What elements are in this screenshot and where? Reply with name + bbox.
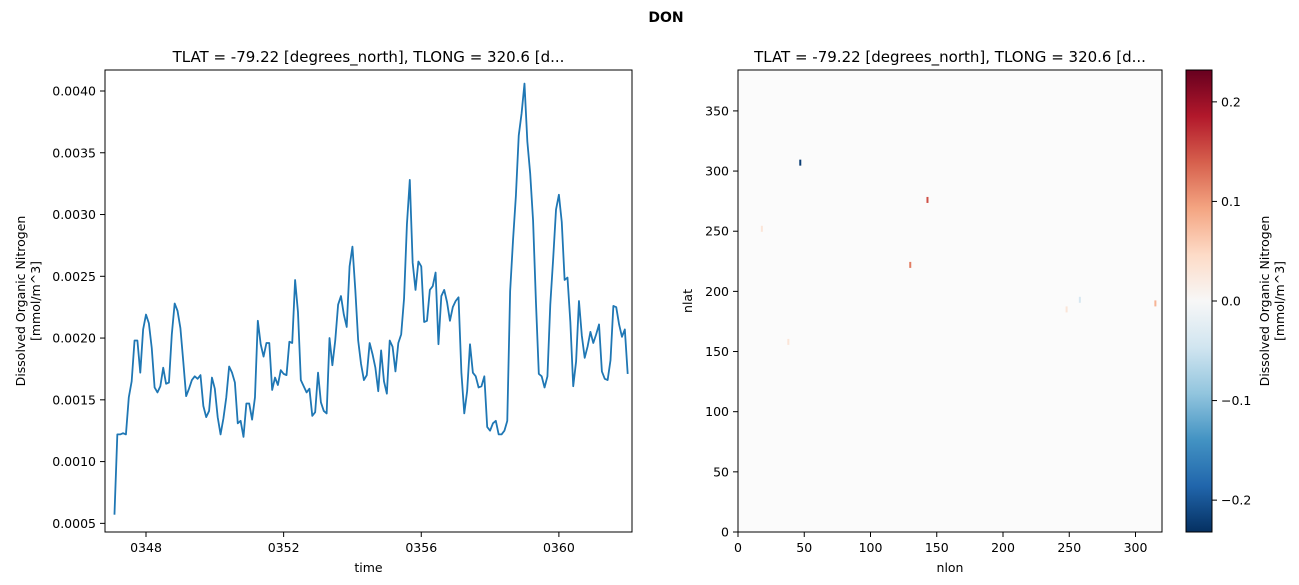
- colorbar-ticks: 0.2 0.1 0.0 −0.1 −0.2: [1212, 94, 1251, 508]
- anomaly-cell: [926, 196, 929, 203]
- colorbar-tick-label: −0.1: [1221, 393, 1251, 408]
- colorbar-gradient: [1186, 70, 1212, 532]
- anomaly-cell: [909, 261, 912, 268]
- x-tick-label: 300: [1124, 540, 1148, 555]
- colorbar-tick-label: −0.2: [1221, 493, 1251, 508]
- x-tick-label: 0: [734, 540, 742, 555]
- y-tick-label: 0.0025: [52, 269, 96, 284]
- heatmap-field: [739, 71, 1161, 531]
- line-chart-axes-frame: [104, 69, 633, 533]
- heatmap-axes-frame: [737, 69, 1163, 533]
- figure-suptitle: DON: [648, 10, 683, 26]
- y-tick-label: 100: [705, 404, 729, 419]
- heatmap-y-ticks: 0 50 100 150 200 250 300 350: [705, 103, 738, 540]
- y-tick-label: 200: [705, 284, 729, 299]
- x-tick-label: 0360: [543, 540, 575, 555]
- heatmap-y-label: nlat: [680, 289, 695, 313]
- colorbar-tick-label: 0.2: [1221, 94, 1241, 109]
- x-tick-label: 50: [796, 540, 812, 555]
- heatmap-x-label: nlon: [937, 560, 964, 575]
- heatmap-chart: TLAT = -79.22 [degrees_north], TLONG = 3…: [680, 48, 1163, 575]
- colorbar: 0.2 0.1 0.0 −0.1 −0.2 Dissolved Organic Nitr…: [1185, 69, 1287, 533]
- y-tick-label: 300: [705, 164, 729, 179]
- y-tick-label: 350: [705, 103, 729, 118]
- anomaly-cell: [760, 225, 763, 232]
- anomaly-cell: [799, 159, 802, 166]
- y-tick-label: 0.0010: [52, 454, 96, 469]
- x-tick-label: 0348: [130, 540, 162, 555]
- line-series: [113, 82, 629, 515]
- y-tick-label: 0.0035: [52, 145, 96, 160]
- colorbar-label: Dissolved Organic Nitrogen[mmol/m^3]: [1257, 216, 1287, 387]
- anomaly-cell: [787, 338, 790, 345]
- x-tick-label: 200: [991, 540, 1015, 555]
- colorbar-tick-label: 0.1: [1221, 194, 1241, 209]
- y-tick-label: 150: [705, 344, 729, 359]
- ocean-field: [739, 71, 1161, 531]
- y-tick-label: 0.0005: [52, 516, 96, 531]
- x-tick-label: 150: [925, 540, 949, 555]
- anomaly-cell: [1154, 300, 1157, 307]
- y-tick-label: 0.0020: [52, 331, 96, 346]
- line-chart-x-ticks: 0348 0352 0356 0360: [130, 532, 575, 555]
- x-tick-label: 100: [859, 540, 883, 555]
- y-tick-label: 0.0030: [52, 207, 96, 222]
- y-tick-label: 250: [705, 224, 729, 239]
- y-tick-label: 0.0015: [52, 392, 96, 407]
- line-chart-y-ticks: 0.0005 0.0010 0.0015 0.0020 0.0025 0.0030 0.00…: [52, 84, 105, 531]
- heatmap-chart-title: TLAT = -79.22 [degrees_north], TLONG = 3…: [753, 48, 1146, 67]
- x-tick-label: 0352: [268, 540, 300, 555]
- colorbar-tick-label: 0.0: [1221, 294, 1241, 309]
- y-tick-label: 0: [721, 525, 729, 540]
- anomaly-cell: [1065, 306, 1068, 313]
- line-chart-title: TLAT = -79.22 [degrees_north], TLONG = 3…: [172, 48, 565, 67]
- y-tick-label: 50: [713, 464, 729, 479]
- y-tick-label: 0.0040: [52, 84, 96, 99]
- heatmap-x-ticks: 0 50 100 150 200 250 300: [734, 532, 1147, 555]
- line-chart-y-label: Dissolved Organic Nitrogen[mmol/m^3]: [13, 216, 43, 387]
- x-tick-label: 250: [1057, 540, 1081, 555]
- x-tick-label: 0356: [405, 540, 437, 555]
- line-chart-x-label: time: [354, 560, 383, 575]
- anomaly-cell: [1078, 296, 1081, 303]
- line-chart: TLAT = -79.22 [degrees_north], TLONG = 3…: [13, 48, 633, 575]
